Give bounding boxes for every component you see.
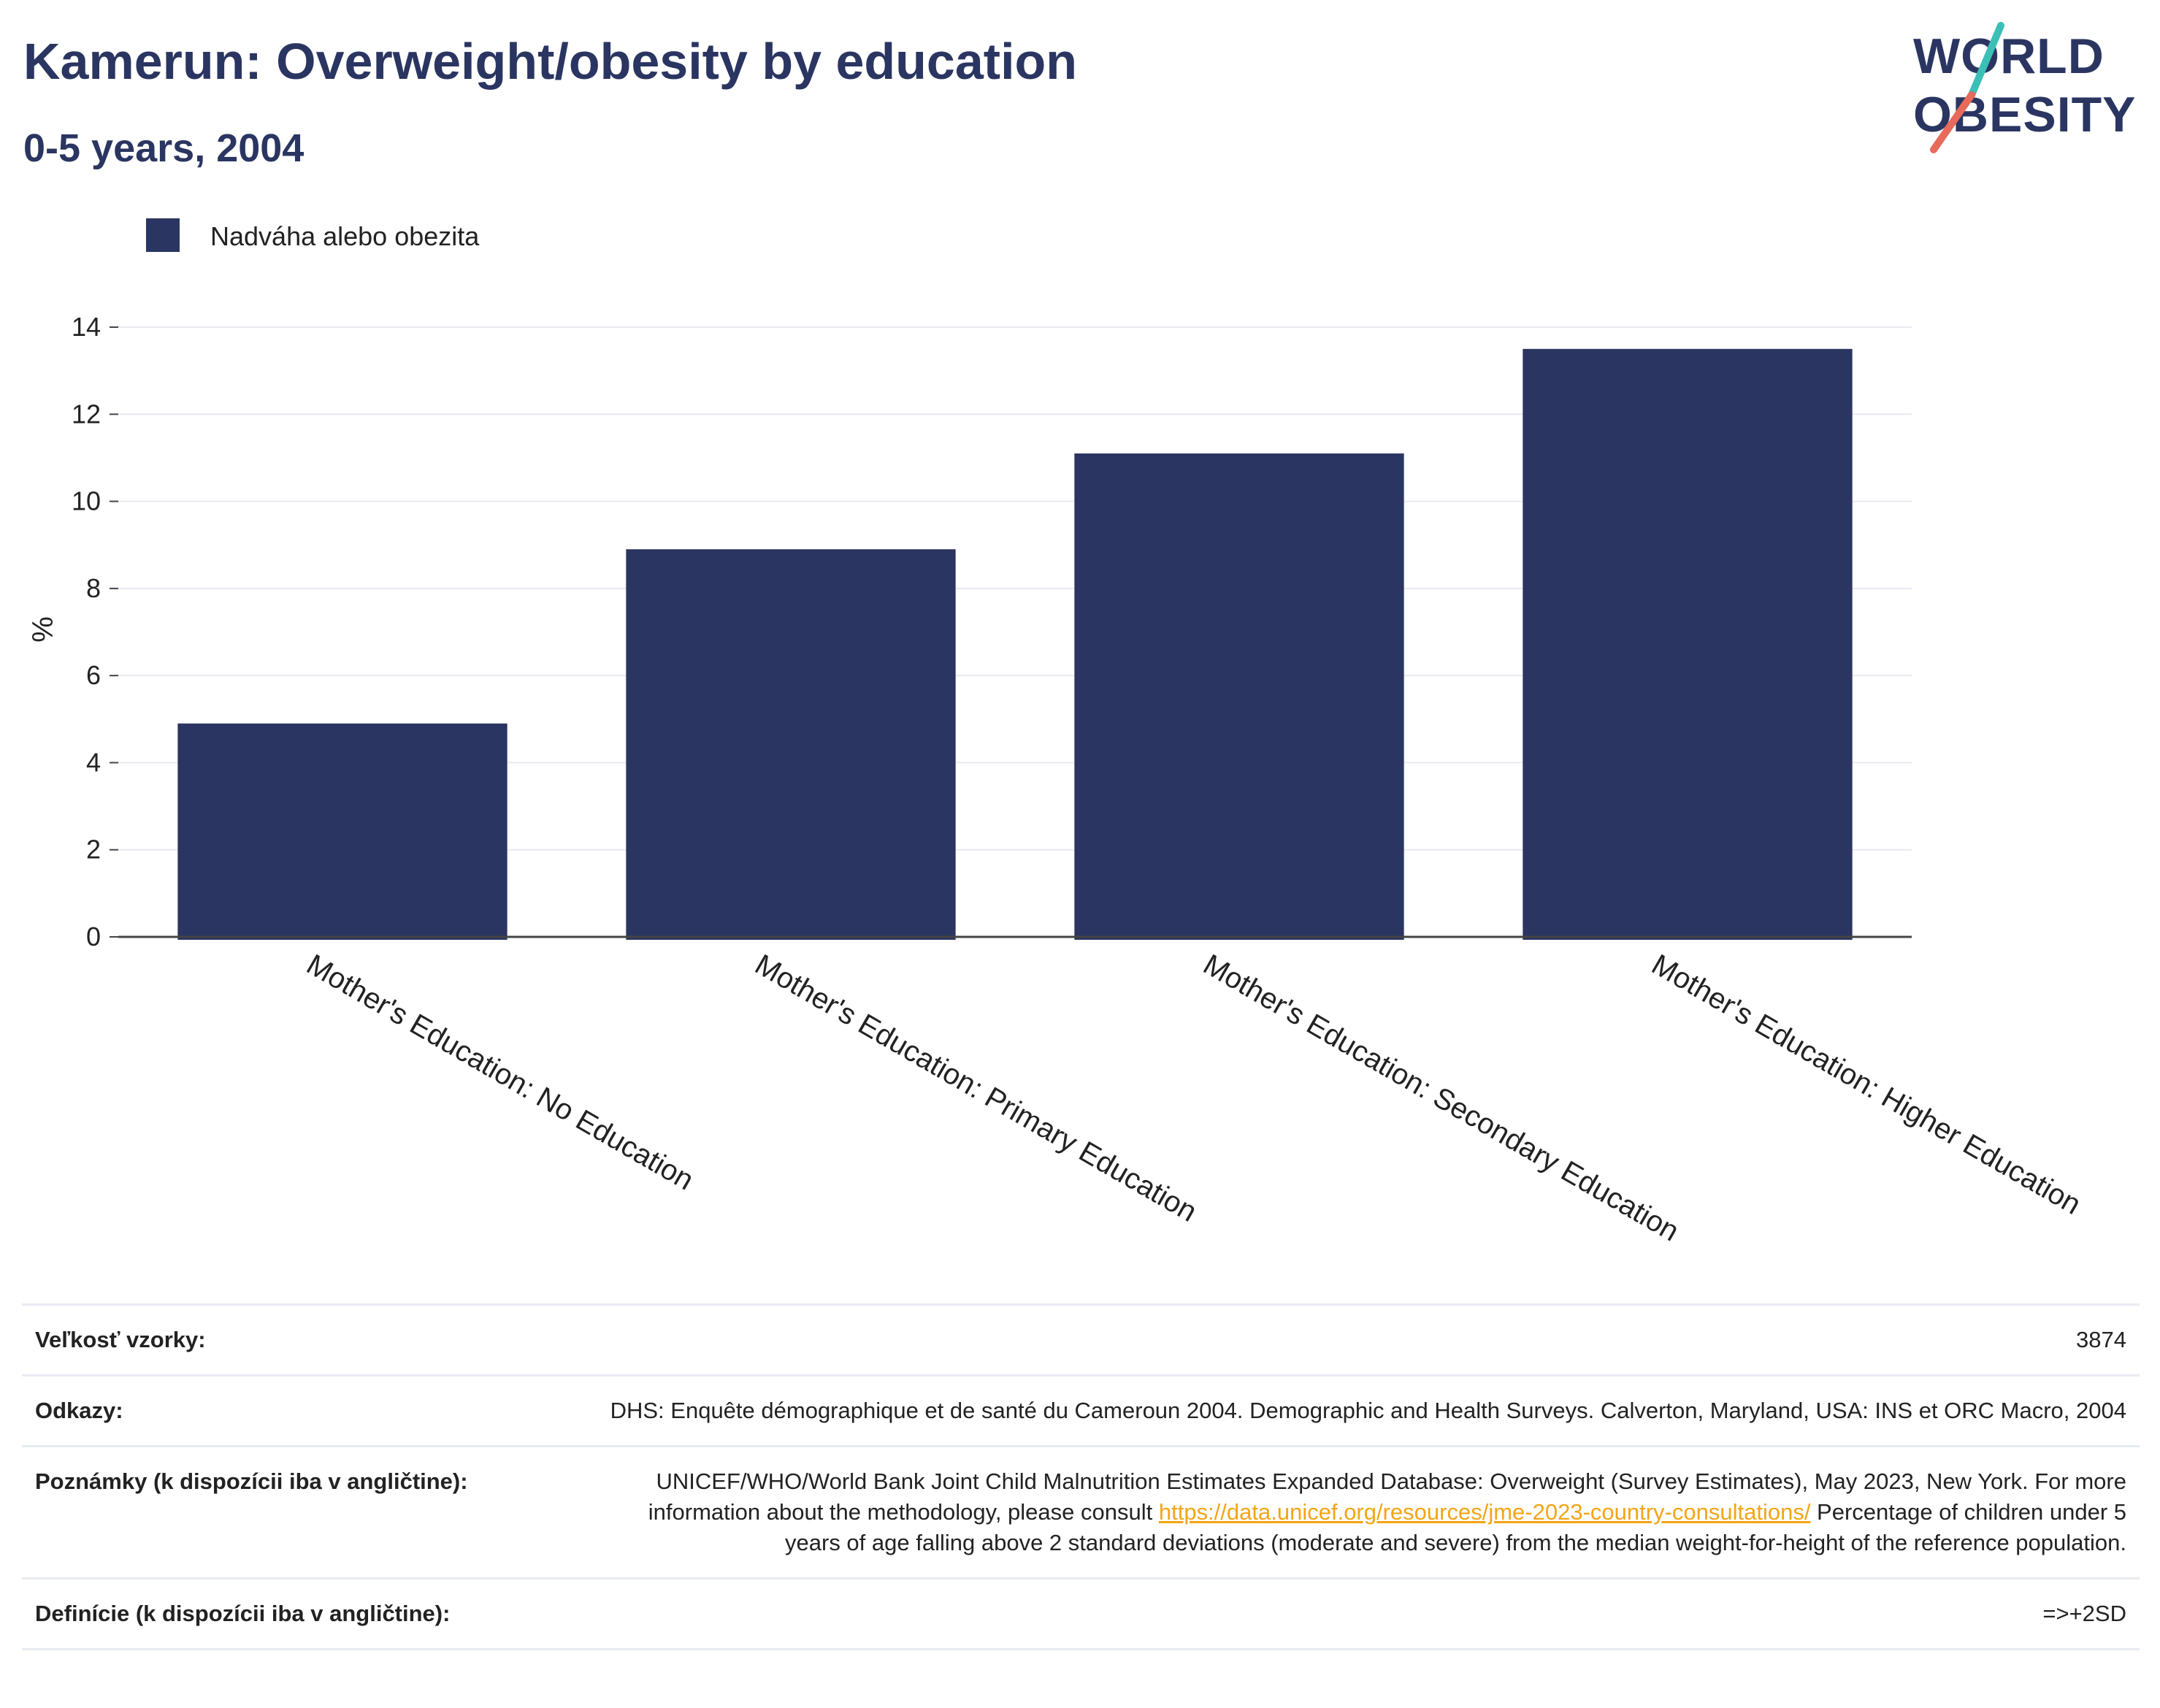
y-axis-label: % xyxy=(27,616,59,643)
notes-text-before: UNICEF/WHO/World Bank Joint Child Malnut… xyxy=(648,1468,2126,1525)
bar[interactable] xyxy=(177,723,508,940)
x-tick-label: Mother's Education: Secondary Education xyxy=(1198,949,1685,1248)
x-tick-label: Mother's Education: Primary Education xyxy=(750,949,1203,1228)
logo-line2: OBESITY xyxy=(1913,87,2137,142)
y-tick-label: 6 xyxy=(86,660,101,690)
page-title: Kamerun: Overweight/obesity by education xyxy=(23,33,1078,90)
legend-swatch xyxy=(146,218,180,252)
y-tick-label: 0 xyxy=(86,922,101,951)
notes-link[interactable]: https://data.unicef.org/resources/jme-20… xyxy=(1158,1499,1811,1525)
info-row-sample: Veľkosť vzorky: 3874 xyxy=(22,1304,2140,1376)
bar[interactable] xyxy=(1523,348,1853,940)
defs-label: Definície (k dispozícii iba v angličtine… xyxy=(35,1601,451,1626)
x-axis-labels: Mother's Education: No Education Mother's… xyxy=(302,949,2086,1248)
y-tick-label: 12 xyxy=(72,399,101,429)
y-axis-ticks: 0 2 4 6 8 10 12 14 xyxy=(72,312,118,951)
defs-value: =>+2SD xyxy=(2042,1601,2126,1626)
sample-label: Veľkosť vzorky: xyxy=(35,1327,206,1352)
notes-value: UNICEF/WHO/World Bank Joint Child Malnut… xyxy=(574,1447,2140,1579)
refs-value: DHS: Enquête démographique et de santé d… xyxy=(610,1398,2126,1423)
info-row-defs: Definície (k dispozícii iba v angličtine… xyxy=(22,1578,2140,1650)
page-subtitle: 0-5 years, 2004 xyxy=(23,126,305,170)
info-table: Veľkosť vzorky: 3874 Odkazy: DHS: Enquêt… xyxy=(22,1303,2140,1650)
notes-text-after: Percentage of children under 5 years of … xyxy=(785,1499,2126,1555)
x-tick-label: Mother's Education: Higher Education xyxy=(1647,949,2086,1221)
info-row-notes: Poznámky (k dispozícii iba v angličtine)… xyxy=(22,1446,2140,1579)
y-tick-label: 2 xyxy=(86,835,101,865)
y-tick-label: 10 xyxy=(72,486,101,516)
refs-label: Odkazy: xyxy=(35,1398,123,1423)
y-tick-label: 4 xyxy=(86,747,101,777)
logo-line1: WORLD xyxy=(1913,28,2105,84)
world-obesity-logo[interactable]: WORLD OBESITY xyxy=(1899,22,2147,153)
sample-value: 3874 xyxy=(2076,1327,2126,1352)
logo-accent-teal xyxy=(1968,22,2004,99)
y-tick-label: 8 xyxy=(86,573,101,603)
x-tick-label: Mother's Education: No Education xyxy=(302,949,700,1197)
bar[interactable] xyxy=(1074,453,1404,940)
bars xyxy=(177,348,1853,940)
info-row-refs: Odkazy: DHS: Enquête démographique et de… xyxy=(22,1375,2140,1447)
bar[interactable] xyxy=(626,549,956,940)
bar-chart: Nadváha alebo obezita % 0 2 4 6 8 10 12 14 Moth… xyxy=(27,218,2086,1248)
legend[interactable]: Nadváha alebo obezita xyxy=(146,218,480,252)
y-tick-label: 14 xyxy=(72,312,101,342)
logo-accent-coral xyxy=(1930,91,1975,153)
notes-label: Poznámky (k dispozícii iba v angličtine)… xyxy=(35,1468,468,1494)
legend-label: Nadváha alebo obezita xyxy=(210,221,480,251)
